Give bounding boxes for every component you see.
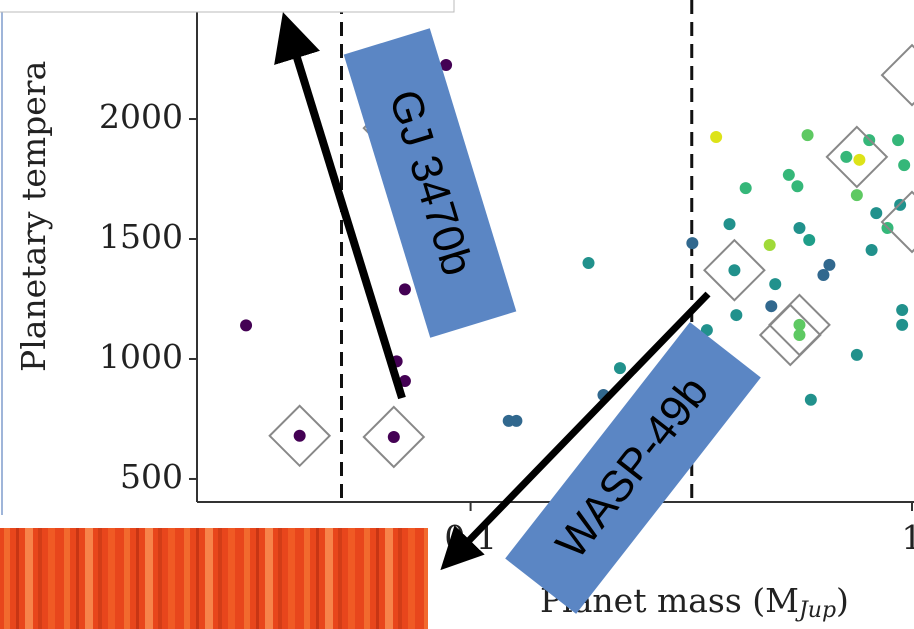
data-point — [398, 283, 411, 296]
data-point — [765, 300, 778, 313]
data-point — [892, 134, 905, 147]
data-point — [782, 168, 795, 181]
plot-area: 50010001500200025000.11Planetary tempera — [14, 0, 914, 557]
data-point — [710, 131, 723, 144]
data-point — [723, 218, 736, 231]
arrow — [440, 291, 711, 571]
highlight-diamond — [880, 43, 914, 107]
data-point — [613, 362, 626, 375]
data-point — [840, 150, 853, 163]
highlight-diamond — [880, 190, 914, 254]
data-point — [793, 318, 806, 331]
data-point — [803, 233, 816, 246]
data-point — [870, 207, 883, 220]
y-tick-label: 1500 — [99, 217, 183, 256]
y-axis-label: Planetary tempera — [14, 61, 53, 372]
data-point — [240, 319, 253, 332]
data-point — [730, 309, 743, 322]
data-point — [898, 159, 911, 172]
image-strip — [0, 528, 428, 629]
x-axis-label-close: ) — [836, 581, 849, 620]
data-point — [850, 189, 863, 202]
data-point — [387, 430, 400, 443]
data-point — [817, 268, 830, 281]
highlight-diamond — [362, 405, 426, 469]
data-point — [763, 239, 776, 252]
y-tick-label: 1000 — [99, 337, 183, 376]
x-tick-label: 1 — [902, 518, 914, 557]
data-point — [853, 153, 866, 166]
highlight-diamond — [268, 404, 332, 468]
data-point — [823, 258, 836, 271]
data-point — [896, 304, 909, 317]
data-point — [510, 414, 523, 427]
data-point — [791, 180, 804, 193]
data-point — [896, 318, 909, 331]
data-point — [582, 256, 595, 269]
highlight-diamond — [703, 238, 766, 302]
data-point — [793, 328, 806, 341]
data-point — [293, 429, 306, 442]
y-tick-label: 2000 — [99, 97, 183, 136]
data-point — [793, 221, 806, 234]
highlight-diamond — [758, 303, 822, 367]
cropped-box — [0, 0, 455, 13]
data-point — [686, 237, 699, 250]
arrow — [274, 12, 406, 400]
data-point — [398, 375, 411, 388]
data-point — [728, 264, 741, 277]
x-axis-label-sub: Jup — [795, 598, 836, 623]
data-point — [850, 348, 863, 361]
data-point — [804, 393, 817, 406]
annotation-bg — [343, 28, 517, 338]
data-point — [801, 129, 814, 142]
data-point — [739, 182, 752, 195]
highlight-diamond — [825, 125, 889, 189]
data-point — [769, 278, 782, 291]
y-tick-label: 500 — [120, 457, 183, 496]
annotation-bg — [505, 322, 761, 614]
data-point — [865, 244, 878, 257]
data-point — [440, 59, 453, 72]
